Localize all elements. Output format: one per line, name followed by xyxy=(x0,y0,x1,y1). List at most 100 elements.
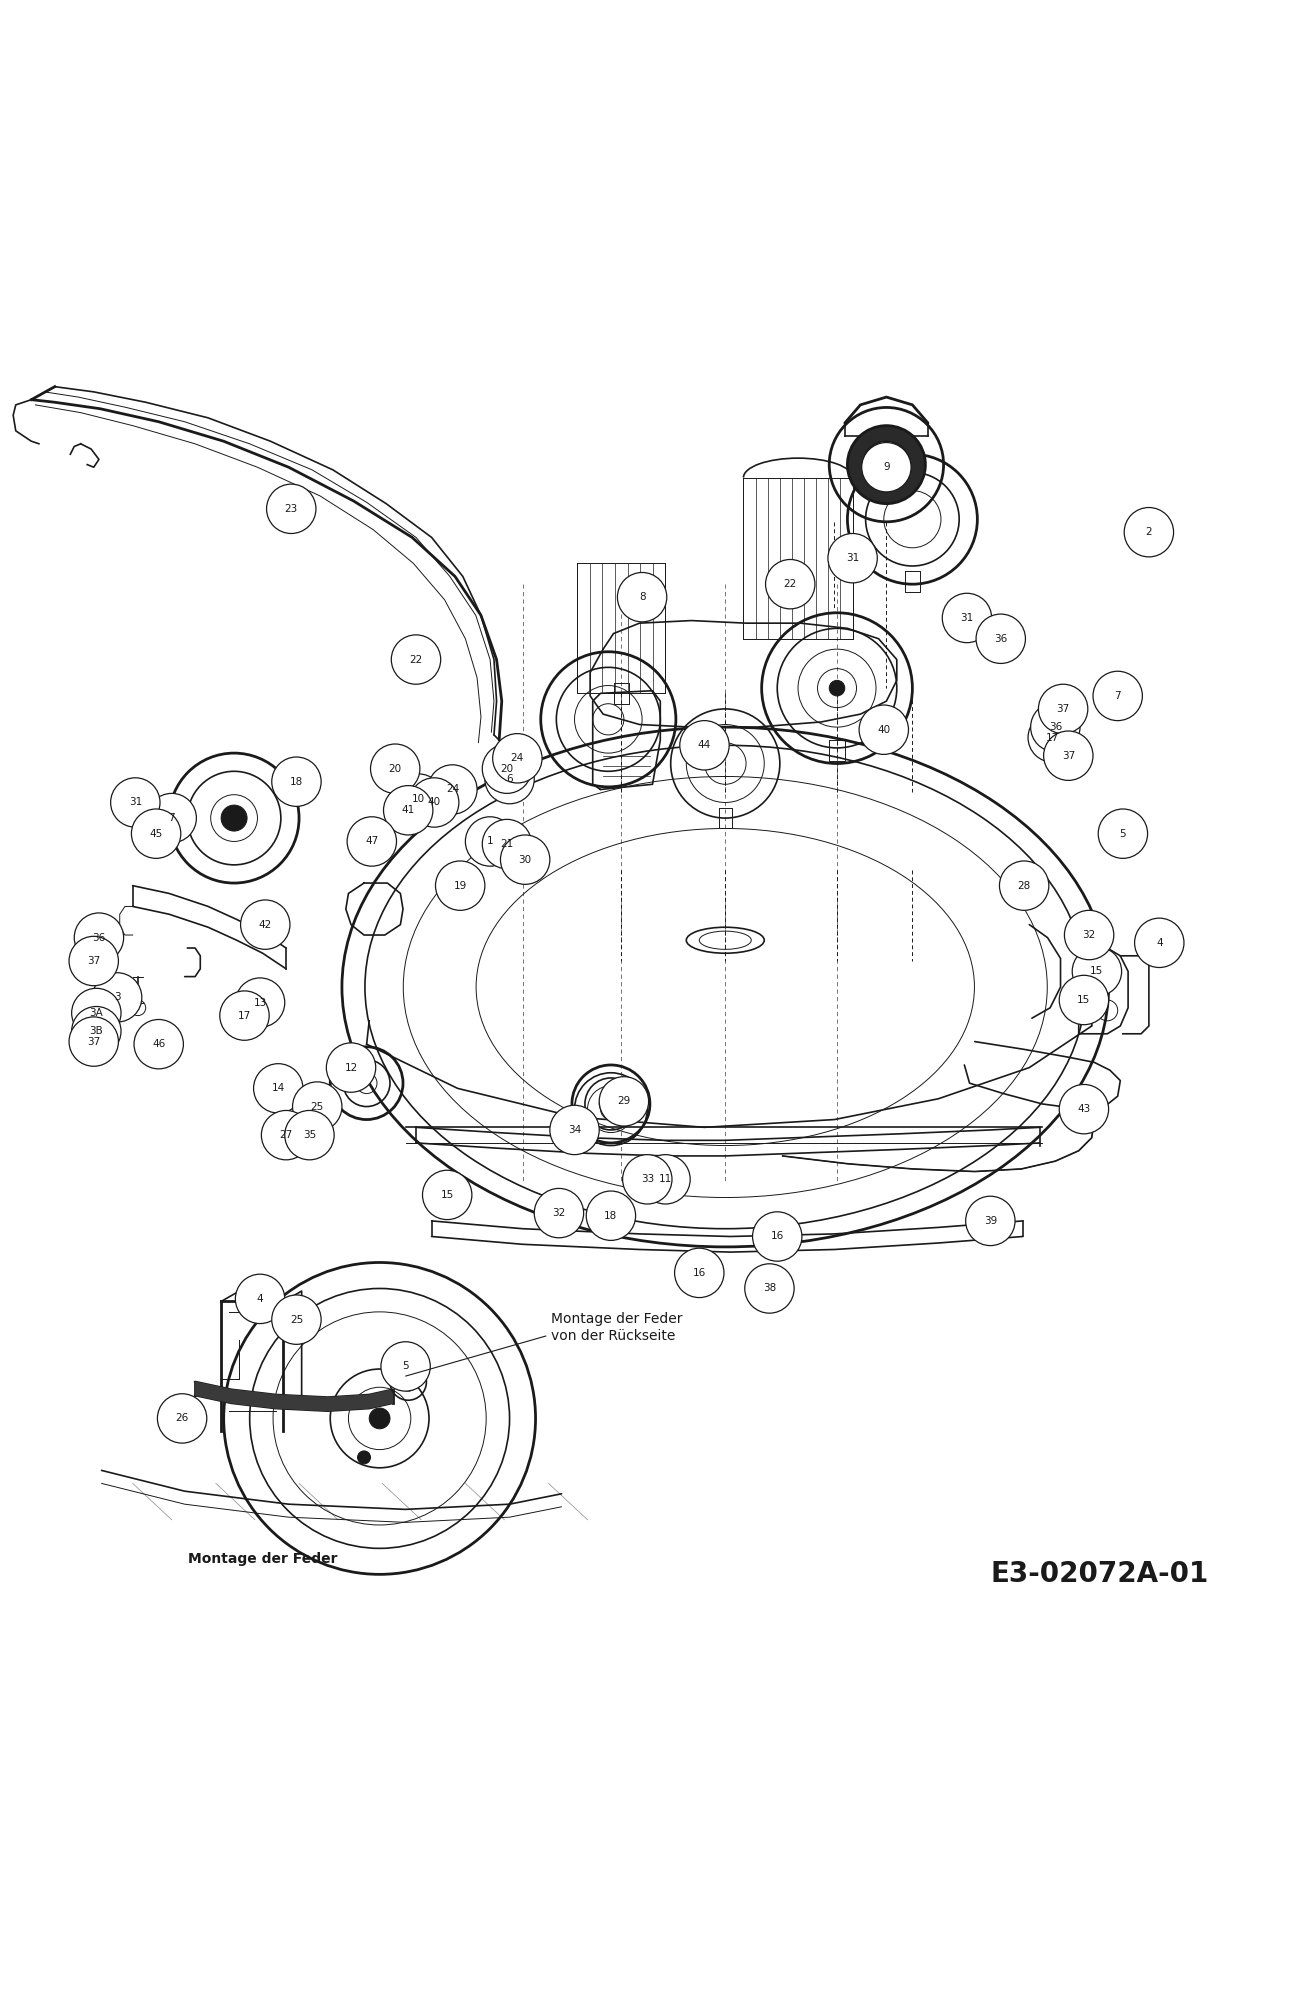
Circle shape xyxy=(284,1110,334,1160)
Circle shape xyxy=(394,774,444,824)
Text: 31: 31 xyxy=(846,554,859,564)
Text: 4: 4 xyxy=(257,1294,264,1304)
Text: 12: 12 xyxy=(345,1062,358,1072)
Circle shape xyxy=(861,442,911,492)
Circle shape xyxy=(680,720,729,770)
Text: 15: 15 xyxy=(1090,966,1104,976)
Text: 15: 15 xyxy=(1078,994,1091,1004)
Text: 37: 37 xyxy=(1057,704,1070,714)
Text: 37: 37 xyxy=(87,956,100,966)
Text: 37: 37 xyxy=(87,1036,100,1046)
Circle shape xyxy=(253,1064,303,1114)
Circle shape xyxy=(599,1076,649,1126)
Text: Montage der Feder
von der Rückseite: Montage der Feder von der Rückseite xyxy=(551,1312,683,1342)
Circle shape xyxy=(483,820,531,868)
Circle shape xyxy=(392,634,441,684)
Circle shape xyxy=(261,1110,311,1160)
Circle shape xyxy=(753,1212,803,1262)
Circle shape xyxy=(873,452,899,478)
Text: 7: 7 xyxy=(1114,690,1121,700)
Text: 25: 25 xyxy=(290,1314,303,1324)
Text: 31: 31 xyxy=(960,612,974,622)
Circle shape xyxy=(1039,684,1088,734)
Text: 20: 20 xyxy=(389,764,402,774)
Circle shape xyxy=(847,426,925,504)
Circle shape xyxy=(485,754,534,804)
Circle shape xyxy=(384,786,433,834)
Text: 42: 42 xyxy=(258,920,271,930)
Circle shape xyxy=(428,764,478,814)
Text: 22: 22 xyxy=(783,580,797,590)
Text: 36: 36 xyxy=(93,932,106,942)
Circle shape xyxy=(1134,918,1184,968)
Text: 5: 5 xyxy=(402,1362,408,1372)
Circle shape xyxy=(292,1082,342,1132)
Text: 1: 1 xyxy=(487,836,493,846)
Text: 28: 28 xyxy=(1018,880,1031,890)
Circle shape xyxy=(827,534,877,582)
Circle shape xyxy=(93,972,142,1022)
Circle shape xyxy=(381,1342,431,1392)
Circle shape xyxy=(72,988,121,1038)
Circle shape xyxy=(1031,702,1081,752)
Circle shape xyxy=(221,806,247,832)
Text: 19: 19 xyxy=(454,880,467,890)
Circle shape xyxy=(147,794,196,842)
Text: 40: 40 xyxy=(877,724,890,734)
Circle shape xyxy=(1044,732,1094,780)
Text: 23: 23 xyxy=(284,504,298,514)
Circle shape xyxy=(1000,860,1049,910)
Circle shape xyxy=(466,816,514,866)
Text: 47: 47 xyxy=(365,836,378,846)
Text: 32: 32 xyxy=(552,1208,565,1218)
Text: 16: 16 xyxy=(771,1232,784,1242)
Text: 24: 24 xyxy=(510,754,525,764)
Text: 10: 10 xyxy=(412,794,425,804)
Text: 43: 43 xyxy=(1078,1104,1091,1114)
Circle shape xyxy=(410,778,459,828)
Text: 6: 6 xyxy=(506,774,513,784)
Circle shape xyxy=(483,744,531,794)
Circle shape xyxy=(942,594,992,642)
Text: 8: 8 xyxy=(638,592,646,602)
Text: 15: 15 xyxy=(441,1190,454,1200)
Circle shape xyxy=(745,1264,795,1314)
Circle shape xyxy=(235,978,284,1028)
Text: 3B: 3B xyxy=(90,1026,103,1036)
Circle shape xyxy=(617,572,667,622)
Circle shape xyxy=(1060,1084,1109,1134)
Circle shape xyxy=(622,1154,672,1204)
Circle shape xyxy=(500,834,549,884)
Text: 25: 25 xyxy=(311,1102,324,1112)
Text: 26: 26 xyxy=(175,1414,189,1424)
Circle shape xyxy=(1028,712,1078,762)
Circle shape xyxy=(976,614,1026,664)
Circle shape xyxy=(69,936,119,986)
Text: 24: 24 xyxy=(446,784,459,794)
Circle shape xyxy=(1099,808,1147,858)
Circle shape xyxy=(369,1408,390,1428)
Circle shape xyxy=(1073,946,1121,996)
Circle shape xyxy=(1060,976,1109,1024)
Text: 11: 11 xyxy=(659,1174,672,1184)
Text: 20: 20 xyxy=(500,764,514,774)
Circle shape xyxy=(235,1274,284,1324)
Text: 4: 4 xyxy=(1156,938,1163,948)
Text: 9: 9 xyxy=(883,462,890,472)
Circle shape xyxy=(271,758,321,806)
Text: 45: 45 xyxy=(150,828,163,838)
Text: 40: 40 xyxy=(428,798,441,808)
Circle shape xyxy=(863,442,910,488)
Text: 33: 33 xyxy=(641,1174,654,1184)
Text: E3-02072A-01: E3-02072A-01 xyxy=(990,1560,1208,1588)
Text: 29: 29 xyxy=(617,1096,630,1106)
Text: 30: 30 xyxy=(518,854,531,864)
Circle shape xyxy=(1094,672,1142,720)
Circle shape xyxy=(493,734,542,782)
Circle shape xyxy=(74,912,124,962)
Text: 34: 34 xyxy=(568,1124,581,1134)
Circle shape xyxy=(966,1196,1015,1246)
Text: 44: 44 xyxy=(698,740,711,750)
Text: 3: 3 xyxy=(114,992,120,1002)
Text: 39: 39 xyxy=(984,1216,997,1226)
